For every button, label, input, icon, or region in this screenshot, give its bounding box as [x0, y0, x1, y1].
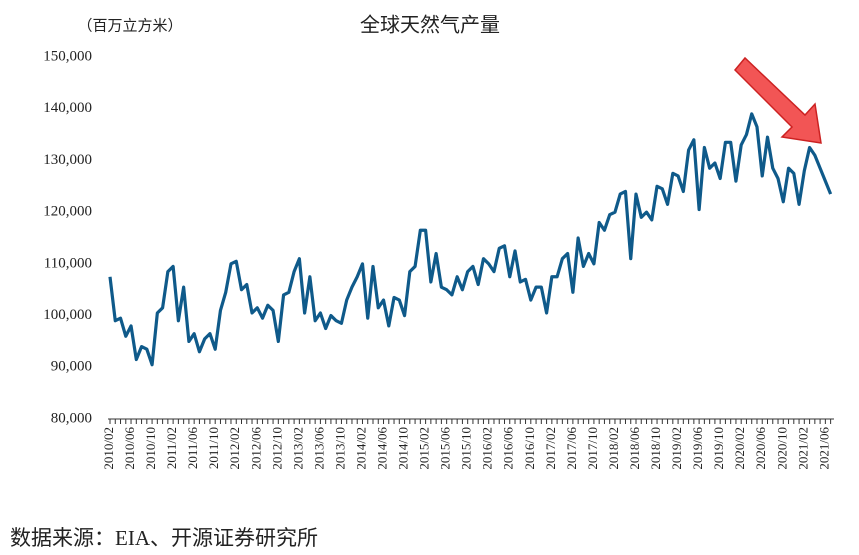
- x-tick-label: 2012/06: [248, 427, 263, 470]
- x-tick-label: 2011/10: [206, 427, 221, 469]
- source: 数据来源：EIA、开源证券研究所: [10, 526, 318, 550]
- x-tick-label: 2018/10: [648, 427, 663, 470]
- series-line: [108, 112, 833, 367]
- x-tick-label: 2019/02: [669, 427, 684, 470]
- y-tick-label: 80,000: [51, 410, 92, 426]
- y-tick-label: 90,000: [51, 359, 92, 375]
- x-tick-label: 2017/02: [543, 427, 558, 470]
- x-tick-label: 2016/06: [501, 427, 516, 470]
- x-tick-label: 2011/06: [185, 427, 200, 470]
- y-tick-label: 130,000: [43, 152, 92, 168]
- x-tick-label: 2016/10: [522, 427, 537, 470]
- y-tick-label: 100,000: [43, 307, 92, 323]
- x-tick-label: 2013/10: [332, 427, 347, 470]
- x-tick-label: 2015/02: [417, 427, 432, 470]
- x-tick-label: 2021/02: [795, 427, 810, 470]
- unit-label: （百万立方米）: [77, 17, 182, 34]
- x-tick-label: 2019/06: [690, 427, 705, 470]
- x-tick-label: 2020/06: [753, 427, 768, 470]
- x-tick-label: 2020/10: [774, 427, 789, 470]
- y-tick-label: 110,000: [44, 255, 92, 271]
- y-tick-label: 140,000: [43, 100, 92, 116]
- x-tick-label: 2014/06: [375, 427, 390, 470]
- x-tick-label: 2014/02: [353, 427, 368, 470]
- x-tick-label: 2013/06: [311, 427, 326, 470]
- y-tick-label: 150,000: [43, 48, 92, 64]
- x-tick-label: 2012/02: [227, 427, 242, 470]
- x-tick-label: 2017/06: [564, 427, 579, 470]
- x-tick-label: 2015/10: [459, 427, 474, 470]
- x-tick-label: 2016/02: [480, 427, 495, 470]
- x-tick-label: 2010/06: [122, 427, 137, 470]
- y-tick-label: 120,000: [43, 204, 92, 220]
- x-tick-label: 2015/06: [438, 427, 453, 470]
- x-tick-label: 2011/02: [164, 427, 179, 469]
- arrow-shape: [733, 56, 822, 144]
- arrow: [733, 56, 822, 144]
- x-tick-label: 2010/02: [101, 427, 116, 470]
- x-tick-label: 2010/10: [143, 427, 158, 470]
- x-tick-label: 2018/06: [627, 427, 642, 470]
- x-tick-label: 2020/02: [732, 427, 747, 470]
- x-tick-label: 2019/10: [711, 427, 726, 470]
- x-tick-label: 2018/02: [606, 427, 621, 470]
- x-tick-label: 2013/02: [290, 427, 305, 470]
- x-tick-label: 2014/10: [396, 427, 411, 470]
- x-tick-label: 2012/10: [269, 427, 284, 470]
- x-tick-label: 2017/10: [585, 427, 600, 470]
- chart-title: 全球天然气产量: [360, 14, 500, 37]
- x-tick-label: 2021/06: [816, 427, 831, 470]
